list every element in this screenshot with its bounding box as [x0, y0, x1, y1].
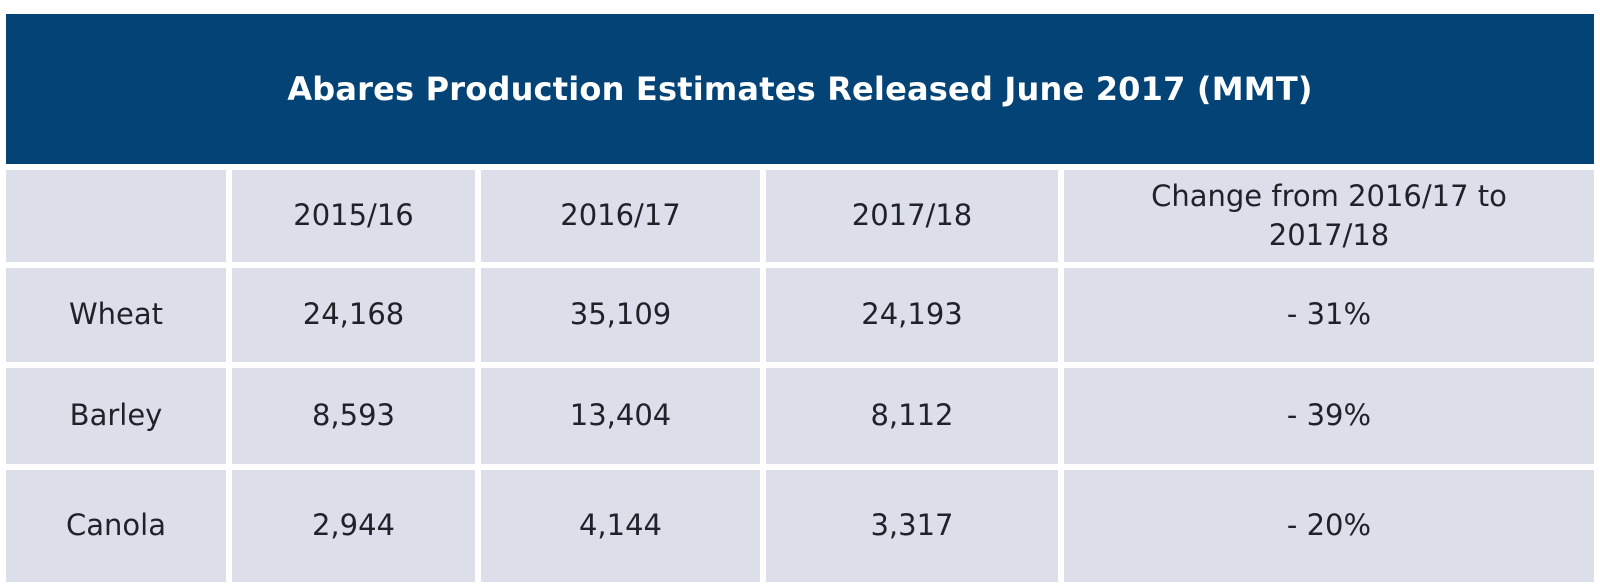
cell-value: - 20% — [1286, 508, 1372, 543]
header-cell-2017-18: 2017/18 — [766, 170, 1058, 262]
table-frame: Abares Production Estimates Released Jun… — [6, 14, 1594, 582]
table-cell: 3,317 — [766, 470, 1058, 582]
header-cell-2015-16: 2015/16 — [232, 170, 475, 262]
header-cell-empty — [6, 170, 226, 262]
header-cell-2016-17: 2016/17 — [481, 170, 760, 262]
cell-value: 4,144 — [578, 508, 663, 543]
cell-value: 24,193 — [861, 297, 963, 332]
table-cell: 24,193 — [766, 268, 1058, 362]
cell-value: 8,593 — [311, 398, 396, 433]
table-title: Abares Production Estimates Released Jun… — [287, 70, 1313, 108]
cell-value: 13,404 — [569, 398, 672, 433]
row-label-text: Wheat — [68, 297, 164, 332]
header-label: 2015/16 — [293, 198, 414, 233]
table-cell: 2,944 — [232, 470, 475, 582]
table-cell: 4,144 — [481, 470, 760, 582]
cell-value: 8,112 — [870, 398, 954, 433]
row-label-canola: Canola — [6, 470, 226, 582]
table-cell: - 39% — [1064, 368, 1594, 464]
cell-value: 2,944 — [311, 508, 396, 543]
cell-value: 35,109 — [569, 297, 672, 332]
data-table: 2015/16 2016/17 2017/18 Change from 2016… — [6, 164, 1594, 582]
table-cell: 8,593 — [232, 368, 475, 464]
table-cell: 24,168 — [232, 268, 475, 362]
header-label: Change from 2016/17 to 2017/18 — [1151, 178, 1507, 252]
row-label-text: Barley — [69, 398, 163, 433]
cell-value: - 31% — [1286, 297, 1372, 332]
header-cell-change: Change from 2016/17 to 2017/18 — [1064, 170, 1594, 262]
row-label-text: Canola — [66, 508, 166, 543]
row-label-barley: Barley — [6, 368, 226, 464]
table-cell: 13,404 — [481, 368, 760, 464]
cell-value: 3,317 — [870, 508, 954, 543]
table-cell: - 20% — [1064, 470, 1594, 582]
row-label-wheat: Wheat — [6, 268, 226, 362]
header-label: 2016/17 — [560, 198, 681, 233]
header-label: 2017/18 — [851, 198, 973, 233]
table-cell: 8,112 — [766, 368, 1058, 464]
cell-value: - 39% — [1286, 398, 1372, 433]
table-title-bar: Abares Production Estimates Released Jun… — [6, 14, 1594, 164]
cell-value: 24,168 — [302, 297, 405, 332]
table-cell: 35,109 — [481, 268, 760, 362]
table-cell: - 31% — [1064, 268, 1594, 362]
